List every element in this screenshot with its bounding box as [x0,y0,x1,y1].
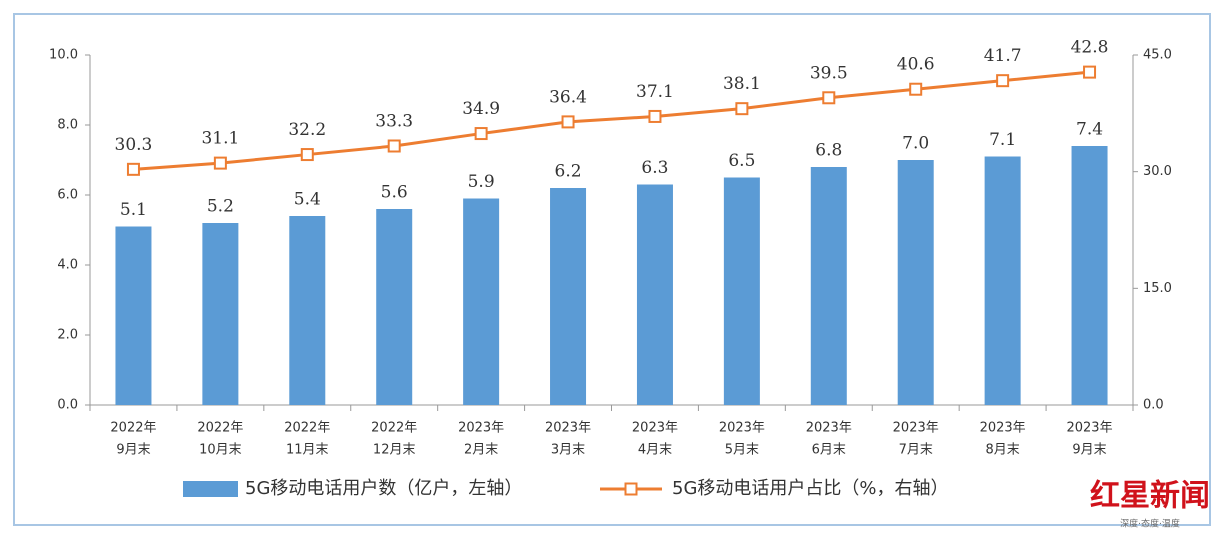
bar [636,184,673,405]
line-value-label: 32.2 [288,120,326,140]
line-value-label: 39.5 [810,63,848,83]
x-tick-label: 7月末 [899,443,933,458]
x-tick-label: 10月末 [199,443,242,458]
x-tick-label: 2023年 [1066,421,1112,436]
bar [897,160,934,405]
bar [984,156,1021,405]
y-tick-label: 8.0 [57,118,78,133]
line-marker [996,74,1010,88]
line-marker [909,82,923,96]
legend-label: 5G移动电话用户数（亿户，左轴） [245,478,522,499]
x-tick-label: 4月末 [638,443,672,458]
x-tick-label: 6月末 [812,443,846,458]
x-tick-label: 2月末 [464,443,498,458]
line-marker [213,156,227,170]
line-marker [648,109,662,123]
watermark-brand: 红星新闻 [1090,479,1210,514]
line-value-label: 33.3 [375,112,413,132]
line [133,70,1090,171]
bar-value-label: 6.2 [555,162,582,182]
line-value-label: 40.6 [897,55,935,75]
line-marker [474,127,488,141]
y-tick-label: 10.0 [49,48,78,63]
line-marker [387,139,401,153]
watermark-slogan: 深度·态度·温度 [1120,518,1180,530]
x-tick-label: 11月末 [286,443,329,458]
x-tick-label: 2023年 [545,421,591,436]
line-marker [561,115,575,129]
line-value-label: 34.9 [462,99,500,119]
bar-value-label: 5.9 [468,172,495,192]
bar [1071,146,1108,405]
y-tick-label: 0.0 [57,398,78,413]
bar [115,226,152,405]
x-tick-label: 2022年 [197,421,243,436]
line-marker [735,102,749,116]
line-value-label: 30.3 [115,135,153,155]
y-tick-label: 6.0 [57,188,78,203]
line-marker [822,91,836,105]
x-tick-label: 2023年 [980,421,1026,436]
x-tick-label: 2022年 [371,421,417,436]
line-value-label: 38.1 [723,74,761,94]
bar [376,209,413,405]
y2-tick-label: 45.0 [1143,48,1172,63]
x-tick-label: 12月末 [373,443,416,458]
x-tick-label: 2023年 [719,421,765,436]
line-marker [300,148,314,162]
bar-value-label: 5.2 [207,197,234,217]
bar-value-label: 7.0 [902,134,929,154]
x-tick-label: 2022年 [284,421,330,436]
x-tick-label: 2022年 [110,421,156,436]
bar [810,167,847,405]
x-tick-label: 9月末 [1072,443,1106,458]
bar-value-label: 6.3 [641,158,668,178]
x-tick-label: 2023年 [632,421,678,436]
bar [723,177,760,405]
x-tick-label: 5月末 [725,443,759,458]
y-tick-label: 4.0 [57,258,78,273]
legend-label: 5G移动电话用户占比（%，右轴） [672,478,949,499]
line-value-label: 36.4 [549,87,587,107]
x-tick-label: 3月末 [551,443,585,458]
bar-value-label: 7.4 [1076,120,1103,140]
bar [463,198,500,405]
bar-value-label: 6.8 [815,141,842,161]
x-tick-label: 9月末 [116,443,150,458]
x-tick-label: 2023年 [458,421,504,436]
line-value-label: 41.7 [984,46,1022,66]
bar [202,223,239,405]
bar [550,188,587,405]
y2-tick-label: 0.0 [1143,398,1164,413]
legend-swatch [183,481,238,497]
x-tick-label: 2023年 [893,421,939,436]
line-value-label: 42.8 [1071,38,1109,58]
bar-value-label: 6.5 [728,151,755,171]
chart-frame [13,13,1211,526]
line-value-label: 37.1 [636,82,674,102]
y2-tick-label: 15.0 [1143,281,1172,296]
bar [289,216,326,405]
line-value-label: 31.1 [201,129,239,149]
bar-value-label: 5.6 [381,183,408,203]
x-tick-label: 2023年 [806,421,852,436]
bar-value-label: 5.1 [120,200,147,220]
legend-swatch-marker [624,482,638,496]
line-marker [1083,65,1097,79]
y-tick-label: 2.0 [57,328,78,343]
bar-value-label: 7.1 [989,130,1016,150]
x-tick-label: 8月末 [985,443,1019,458]
bar-value-label: 5.4 [294,190,321,210]
y2-tick-label: 30.0 [1143,164,1172,179]
line-marker [126,162,140,176]
